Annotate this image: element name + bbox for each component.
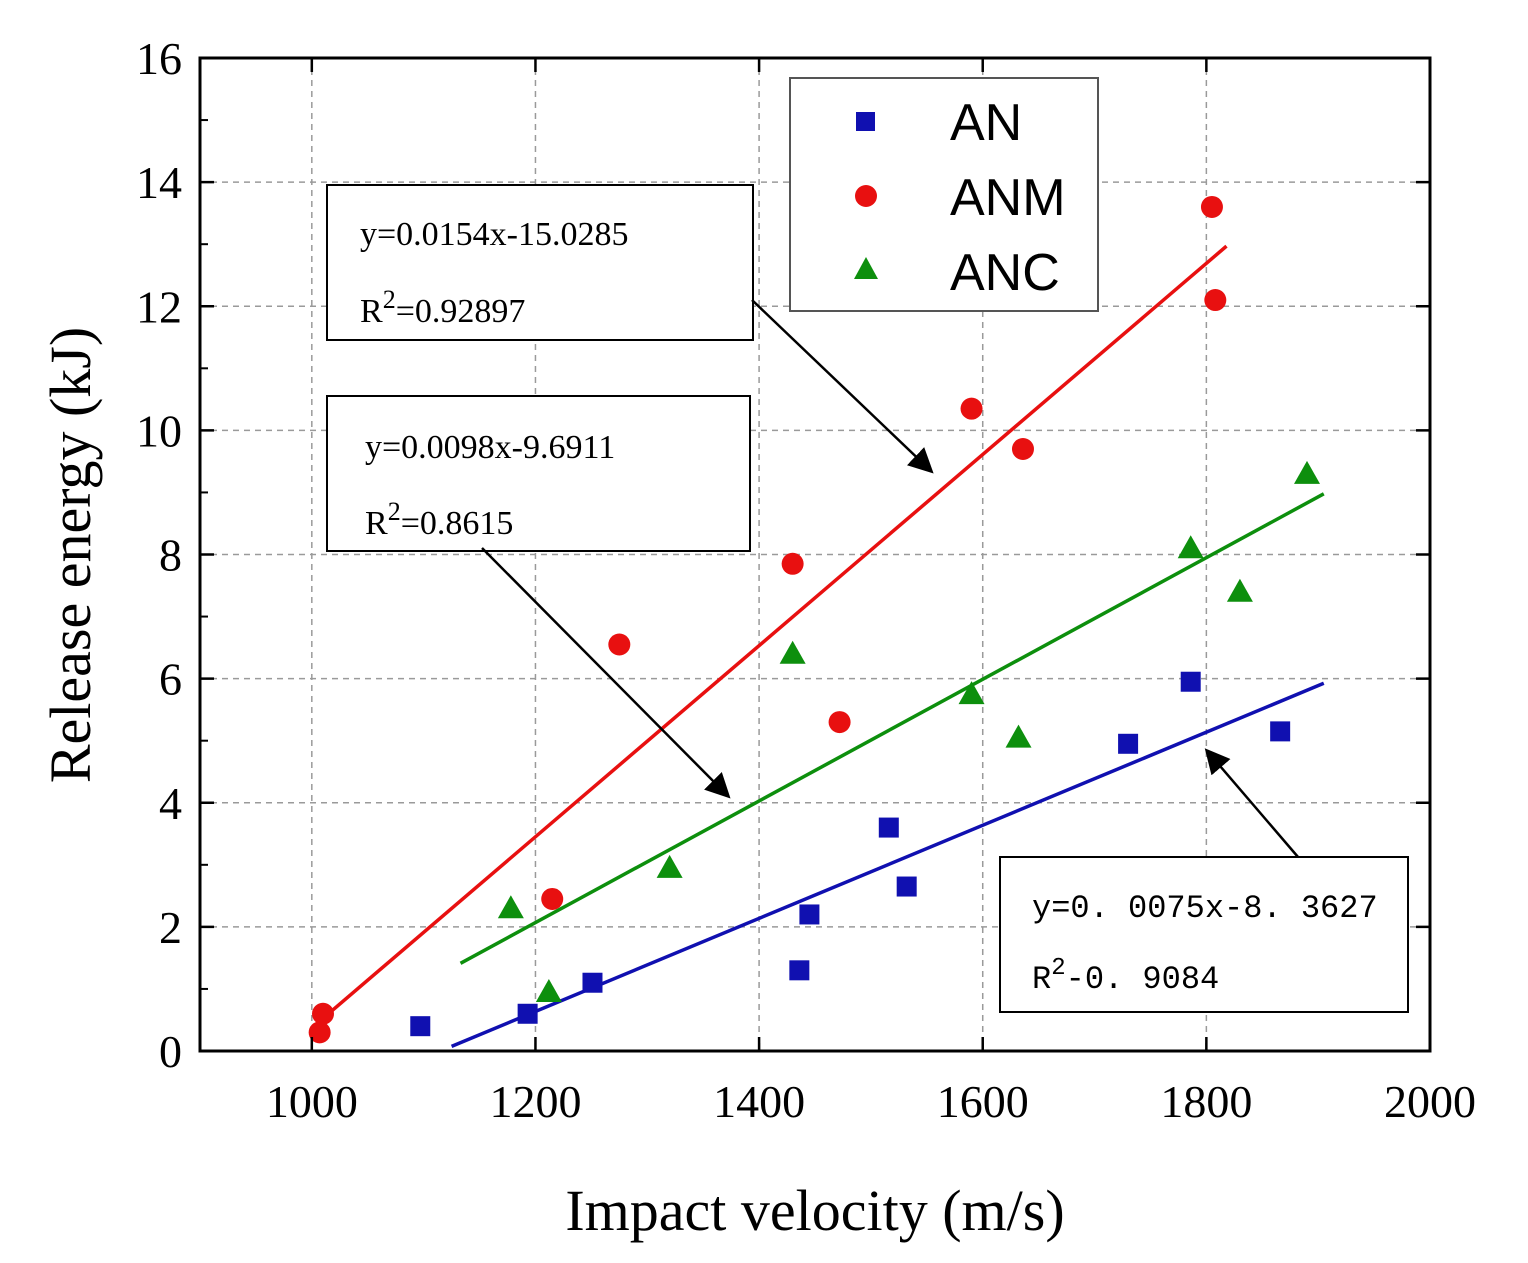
legend-an-label: AN [950, 94, 1022, 152]
point-an [1118, 733, 1139, 754]
point-anm [541, 887, 564, 910]
y-tick-label: 8 [159, 530, 182, 581]
point-anm [1200, 195, 1223, 218]
x-axis-title: Impact velocity (m/s) [565, 1178, 1064, 1243]
point-anm [1204, 289, 1227, 312]
point-an [1180, 671, 1201, 692]
point-anc [656, 854, 683, 878]
legend-an-marker-icon [856, 112, 875, 131]
point-anm [1011, 437, 1034, 460]
y-tick-label: 4 [159, 778, 182, 829]
axis-ticks [200, 56, 1432, 1053]
legend: AN ANM ANC [789, 77, 1099, 312]
point-anm [781, 552, 804, 575]
point-anc [958, 681, 985, 705]
point-an [896, 876, 917, 897]
x-tick-label: 2000 [1384, 1076, 1476, 1127]
point-anc [535, 979, 562, 1003]
point-anm [308, 1021, 331, 1044]
point-anc [1177, 535, 1204, 559]
arrow-anc [481, 547, 731, 799]
y-tick-label: 6 [159, 654, 182, 705]
point-an [517, 1003, 538, 1024]
x-tick-label: 1000 [266, 1076, 358, 1127]
point-an [582, 972, 603, 993]
equation-box-anm-frame [326, 184, 754, 341]
equation-an-text: y=0. 0075x-8. 3627 [1032, 890, 1378, 927]
equation-anc-text: y=0.0098x-9.6911 [365, 429, 615, 466]
legend-anc-marker-icon [854, 257, 878, 279]
y-tick-label: 2 [159, 902, 182, 953]
point-anm [608, 633, 631, 656]
data-markers [308, 195, 1320, 1044]
equation-box-anc-frame [326, 395, 751, 552]
arrow-an [1204, 748, 1299, 858]
point-anc [1226, 578, 1253, 602]
x-tick-label: 1400 [713, 1076, 805, 1127]
y-tick-label: 0 [159, 1026, 182, 1077]
r2-anc-text: R2=0.8615 [365, 497, 513, 542]
arrow-anm [751, 299, 934, 474]
point-an [878, 817, 899, 838]
point-anc [1294, 460, 1320, 484]
y-tick-label: 10 [136, 405, 182, 456]
legend-box [789, 77, 1099, 312]
y-tick-label: 14 [136, 157, 182, 208]
point-an [1270, 721, 1291, 742]
fit-line-anc [459, 492, 1325, 965]
equation-box-an-frame [999, 856, 1409, 1013]
equation-box-anc: y=0.0098x-9.6911 R2=0.8615 [326, 395, 751, 552]
y-tick-label: 16 [136, 33, 182, 84]
point-anc [1005, 724, 1032, 748]
point-anm [960, 397, 983, 420]
axis-tick-labels: 1000 1200 1400 1600 1800 2000 0 2 4 6 8 10 12 14 16 [136, 33, 1476, 1127]
fit-line-anm [319, 244, 1228, 1022]
x-tick-label: 1800 [1160, 1076, 1252, 1127]
y-axis-title: Release energy (kJ) [38, 327, 103, 783]
legend-anm-label: ANM [950, 169, 1066, 227]
r2-anm-text: R2=0.92897 [360, 285, 525, 330]
legend-anc-label: ANC [950, 244, 1060, 302]
legend-anm-marker-icon [855, 185, 877, 207]
x-tick-label: 1600 [937, 1076, 1029, 1127]
x-tick-label: 1200 [489, 1076, 581, 1127]
equation-box-an: y=0. 0075x-8. 3627 R2-0. 9084 [999, 856, 1409, 1013]
point-an [410, 1016, 431, 1037]
r2-an-text: R2-0. 9084 [1032, 955, 1219, 998]
point-an [789, 960, 810, 981]
y-tick-label: 12 [136, 281, 182, 332]
point-anm [312, 1002, 334, 1025]
equation-anm-text: y=0.0154x-15.0285 [360, 216, 629, 253]
point-anm [828, 711, 851, 734]
point-anc [497, 895, 524, 919]
point-anc [779, 640, 806, 664]
point-an [799, 904, 820, 925]
equation-box-anm: y=0.0154x-15.0285 R2=0.92897 [326, 184, 754, 341]
